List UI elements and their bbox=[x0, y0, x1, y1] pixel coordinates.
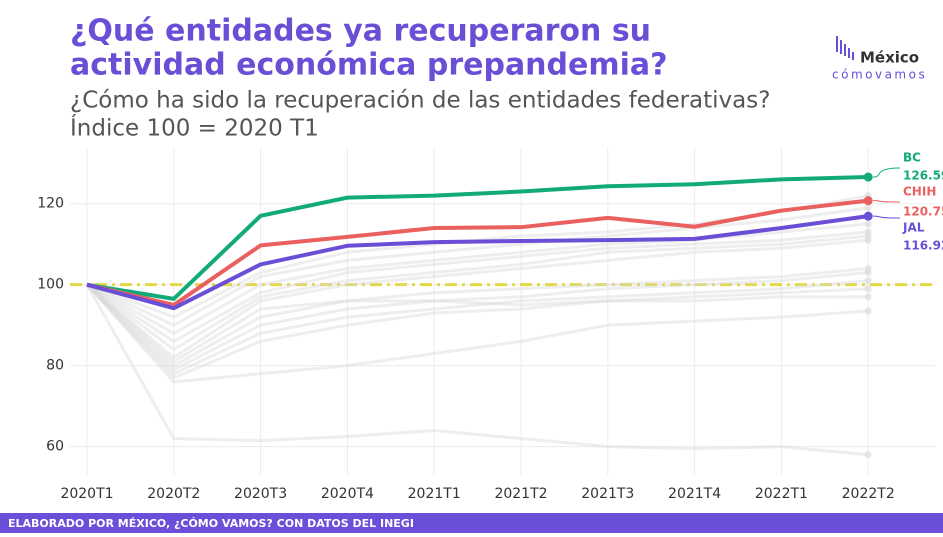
label-leader bbox=[873, 215, 901, 219]
x-tick-label: 2020T3 bbox=[234, 486, 287, 502]
background-line bbox=[86, 206, 869, 327]
x-tick-label: 2022T2 bbox=[842, 486, 895, 502]
background-line bbox=[86, 230, 869, 343]
series-label: BC bbox=[903, 151, 921, 165]
end-point bbox=[863, 196, 873, 206]
chart-title: ¿Qué entidades ya recuperaron su bbox=[70, 14, 651, 49]
x-tick-label: 2021T3 bbox=[581, 486, 634, 502]
logo: México cómovamos bbox=[832, 36, 927, 82]
logo-tagline: cómovamos bbox=[832, 68, 927, 82]
value-label: 126.59 bbox=[903, 169, 943, 183]
background-line bbox=[85, 283, 869, 384]
logo-bar bbox=[840, 40, 842, 54]
end-point bbox=[864, 269, 872, 277]
chart-subtitle: Índice 100 = 2020 T1 bbox=[70, 114, 319, 142]
end-point bbox=[864, 204, 872, 212]
logo-bar bbox=[848, 48, 850, 58]
background-line bbox=[86, 222, 869, 335]
end-point bbox=[864, 293, 872, 301]
background-line bbox=[86, 234, 869, 351]
series-line bbox=[86, 214, 869, 311]
x-tick-label: 2021T2 bbox=[494, 486, 547, 502]
series-label: JAL bbox=[902, 221, 925, 235]
end-point bbox=[864, 277, 872, 285]
series-label: CHIH bbox=[903, 185, 936, 199]
series-line bbox=[86, 198, 869, 307]
end-point bbox=[864, 451, 872, 459]
end-point bbox=[864, 307, 872, 315]
chart-subtitle: ¿Cómo ha sido la recuperación de las ent… bbox=[70, 88, 770, 114]
background-line bbox=[86, 283, 869, 364]
background-line bbox=[85, 279, 869, 376]
end-point bbox=[863, 211, 873, 221]
x-tick-label: 2021T4 bbox=[668, 486, 721, 502]
logo-name: México bbox=[860, 49, 919, 67]
y-tick-label: 100 bbox=[37, 277, 64, 293]
plot: 2020T1 2020T2 2020T3 2020T4 2021T1 2021T2 2021… bbox=[37, 147, 943, 502]
y-tick-label: 80 bbox=[46, 358, 64, 374]
background-line bbox=[86, 238, 869, 360]
series-line bbox=[86, 175, 869, 301]
label-leader bbox=[873, 167, 901, 178]
value-label: 116.92 bbox=[903, 239, 943, 253]
x-tick-label: 2020T4 bbox=[321, 486, 374, 502]
end-point bbox=[864, 236, 872, 244]
footer-bar bbox=[0, 513, 943, 533]
x-tick-label: 2020T2 bbox=[147, 486, 200, 502]
logo-bar bbox=[836, 36, 838, 52]
logo-bar bbox=[852, 52, 854, 60]
background-line bbox=[85, 283, 869, 380]
end-point bbox=[864, 220, 872, 228]
y-tick-label: 60 bbox=[46, 439, 64, 455]
background-line bbox=[85, 271, 869, 372]
footer: ELABORADO POR MÉXICO, ¿CÓMO VAMOS? CON D… bbox=[8, 517, 414, 530]
x-tick-label: 2021T1 bbox=[408, 486, 461, 502]
background-line bbox=[85, 283, 869, 457]
y-tick-label: 120 bbox=[37, 196, 64, 212]
chart-title: actividad económica prepandemia? bbox=[70, 48, 668, 83]
logo-bar bbox=[844, 44, 846, 56]
x-tick-label: 2020T1 bbox=[60, 486, 113, 502]
background-line bbox=[85, 266, 869, 368]
end-point bbox=[863, 172, 873, 182]
end-point bbox=[864, 285, 872, 293]
value-label: 120.75 bbox=[903, 205, 943, 219]
label-leader bbox=[873, 200, 901, 203]
x-tick-label: 2022T1 bbox=[755, 486, 808, 502]
